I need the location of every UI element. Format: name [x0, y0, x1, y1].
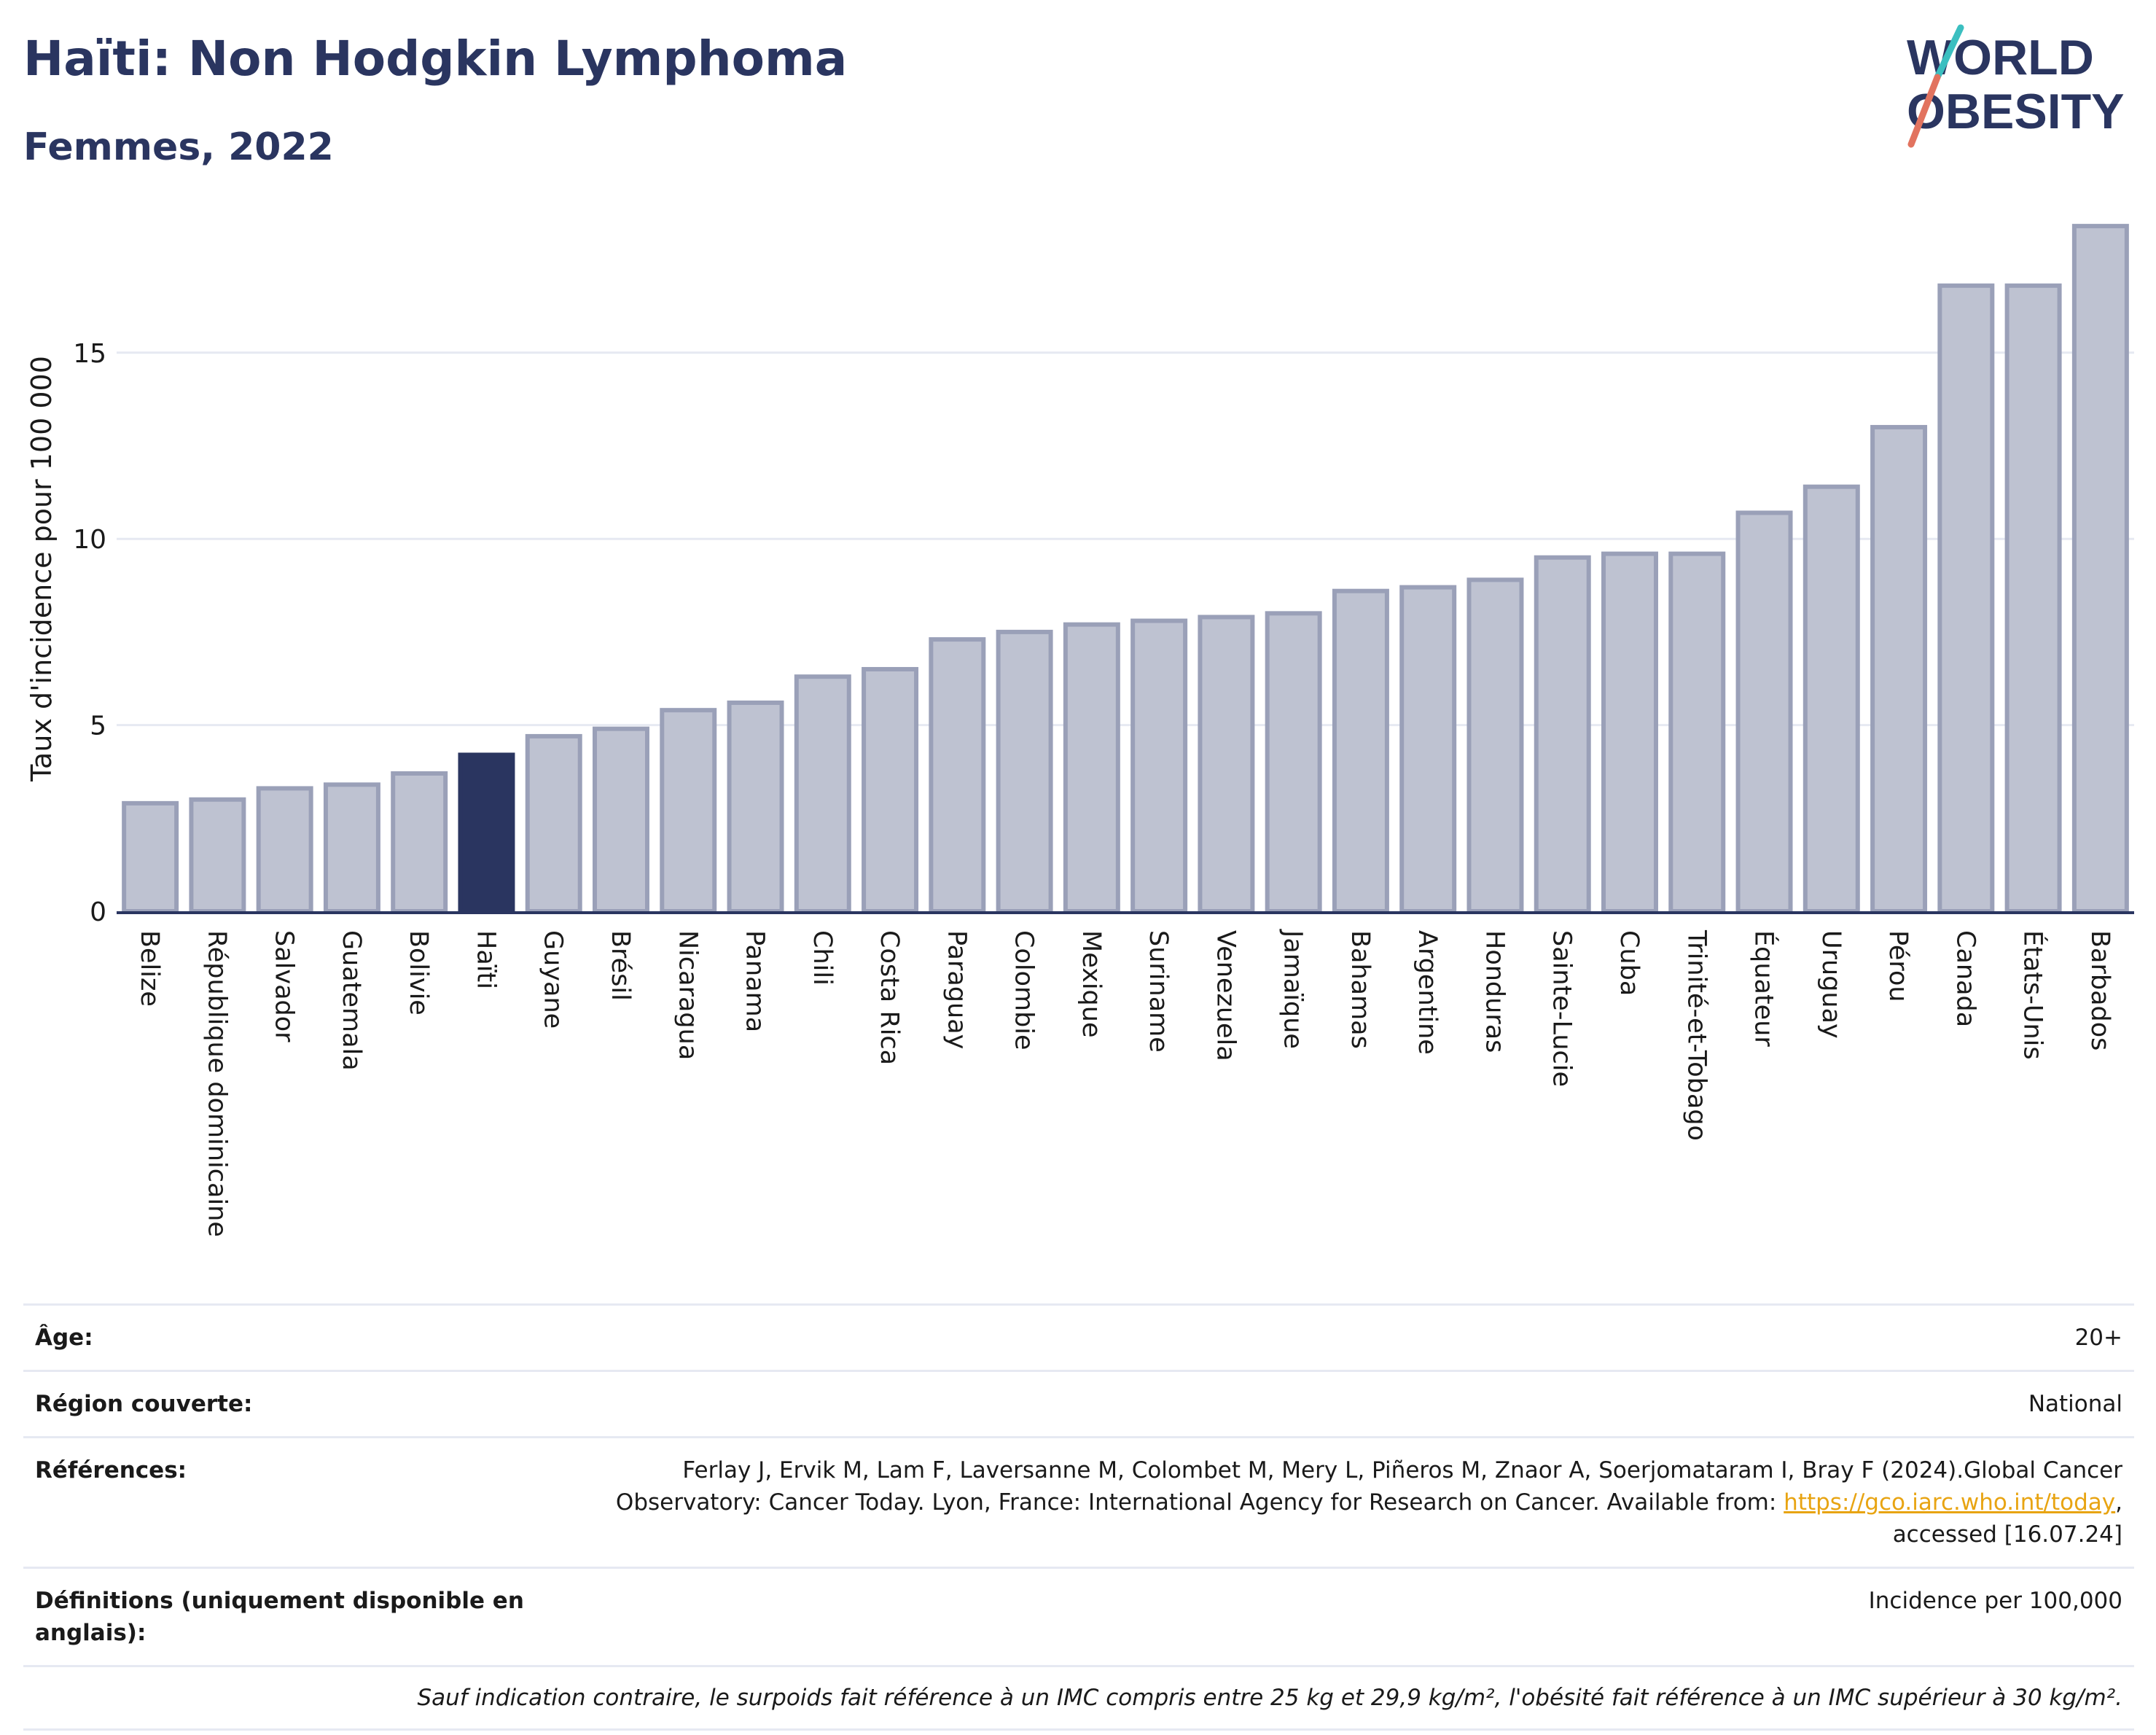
bar-21: [1534, 555, 1591, 913]
x-tick-label: Bahamas: [1345, 930, 1375, 1049]
references-label: Références:: [35, 1457, 187, 1484]
grid-lines: [117, 351, 2134, 727]
x-tick-label: Salvador: [270, 930, 299, 1042]
bar-7: [593, 726, 649, 913]
age-label: Âge:: [35, 1325, 93, 1351]
footnote: Sauf indication contraire, le surpoids f…: [23, 1665, 2134, 1731]
bar-5: [458, 752, 515, 914]
bar-0: [122, 800, 179, 913]
bar-8: [660, 708, 717, 913]
bar-6: [525, 733, 582, 914]
x-tick-label: Venezuela: [1211, 930, 1240, 1061]
bar-25: [1802, 484, 1860, 913]
x-axis-labels: Belize République dominicaine Salvador Guat…: [135, 929, 2114, 1237]
x-tick-label: Trinité-et-Tobago: [1682, 929, 1711, 1141]
references-text: Ferlay J, Ervik M, Lam F, Laversanne M, …: [615, 1457, 2122, 1516]
bar-18: [1332, 588, 1389, 913]
x-tick-label: Paraguay: [942, 930, 971, 1049]
x-tick-label: Nicaragua: [673, 930, 702, 1060]
definitions-value: Incidence per 100,000: [1868, 1588, 2122, 1615]
region-value: National: [2028, 1391, 2122, 1418]
bar-9: [727, 700, 784, 913]
x-tick-label: Équateur: [1749, 930, 1780, 1047]
bar-27: [1937, 283, 1995, 913]
bar-29: [2071, 224, 2129, 913]
x-tick-label: États-Unis: [2018, 930, 2049, 1060]
x-tick-label: Haïti: [471, 930, 500, 989]
info-row-region: Région couverte: National: [23, 1370, 2134, 1436]
x-tick-label: Mexique: [1077, 930, 1106, 1038]
references-value: Ferlay J, Ervik M, Lam F, Laversanne M, …: [548, 1454, 2122, 1551]
x-tick-label: Barbados: [2085, 930, 2114, 1050]
y-tick-label: 5: [90, 711, 106, 741]
bar-11: [862, 666, 919, 913]
bar-20: [1466, 577, 1524, 913]
bar-4: [391, 771, 448, 913]
y-tick-label: 0: [90, 897, 106, 927]
bar-3: [323, 782, 380, 914]
x-tick-label: Belize: [135, 930, 164, 1007]
references-link[interactable]: https://gco.iarc.who.int/today: [1784, 1489, 2116, 1516]
y-axis-title: Taux d'incidence pour 100 000: [26, 356, 58, 782]
info-row-definitions: Définitions (uniquement disponible en an…: [23, 1567, 2134, 1665]
bar-16: [1198, 615, 1255, 913]
bar-19: [1399, 585, 1457, 913]
bar-24: [1735, 510, 1793, 913]
x-tick-label: Guatemala: [337, 930, 366, 1071]
bar-13: [996, 629, 1053, 913]
page-subtitle: Femmes, 2022: [23, 125, 334, 169]
y-axis-ticks: 0 5 10 15: [73, 339, 106, 927]
world-obesity-logo: WORLD OBESITY: [1907, 24, 2125, 148]
region-label: Région couverte:: [35, 1391, 253, 1418]
x-tick-label: Cuba: [1614, 930, 1644, 996]
x-tick-label: Panama: [741, 930, 770, 1032]
x-tick-label: Sainte-Lucie: [1547, 930, 1577, 1087]
y-tick-label: 15: [73, 339, 106, 369]
bar-26: [1870, 424, 1928, 913]
age-value: 20+: [2074, 1325, 2122, 1351]
x-tick-label: Suriname: [1144, 930, 1173, 1053]
svg-text:OBESITY: OBESITY: [1907, 84, 2125, 139]
bars: [122, 224, 2129, 914]
bar-28: [2004, 283, 2062, 913]
x-tick-label: Bolivie: [404, 930, 433, 1015]
y-tick-label: 10: [73, 525, 106, 555]
bar-14: [1063, 622, 1120, 913]
page-title: Haïti: Non Hodgkin Lymphoma: [23, 31, 848, 87]
bar-12: [929, 637, 986, 913]
bar-10: [794, 674, 851, 914]
bar-1: [189, 797, 246, 913]
x-tick-label: Uruguay: [1816, 930, 1846, 1039]
bar-22: [1601, 551, 1658, 914]
x-tick-label: République dominicaine: [202, 930, 231, 1237]
info-row-age: Âge: 20+: [23, 1303, 2134, 1370]
x-tick-label: Pérou: [1883, 930, 1913, 1002]
x-tick-label: Guyane: [539, 930, 568, 1029]
x-tick-label: Costa Rica: [875, 930, 904, 1065]
x-tick-label: Honduras: [1480, 930, 1509, 1053]
bar-23: [1668, 551, 1726, 914]
bar-chart: 0 5 10 15 Belize République dominicaine Salva…: [26, 224, 2134, 1237]
bar-15: [1130, 618, 1188, 913]
x-tick-label: Brésil: [606, 930, 635, 1001]
x-tick-label: Chili: [808, 930, 837, 986]
info-row-references: Références: Ferlay J, Ervik M, Lam F, La…: [23, 1436, 2134, 1567]
definitions-label: Définitions (uniquement disponible en an…: [35, 1588, 524, 1647]
x-tick-label: Jamaïque: [1278, 929, 1308, 1049]
bar-2: [256, 786, 313, 913]
x-tick-label: Canada: [1950, 930, 1980, 1027]
x-tick-label: Argentine: [1413, 930, 1442, 1055]
x-tick-label: Colombie: [1009, 930, 1039, 1050]
references-accessed: , accessed [16.07.24]: [1892, 1489, 2122, 1548]
bar-17: [1265, 611, 1322, 914]
info-table: Âge: 20+ Région couverte: National Référ…: [23, 1303, 2134, 1731]
